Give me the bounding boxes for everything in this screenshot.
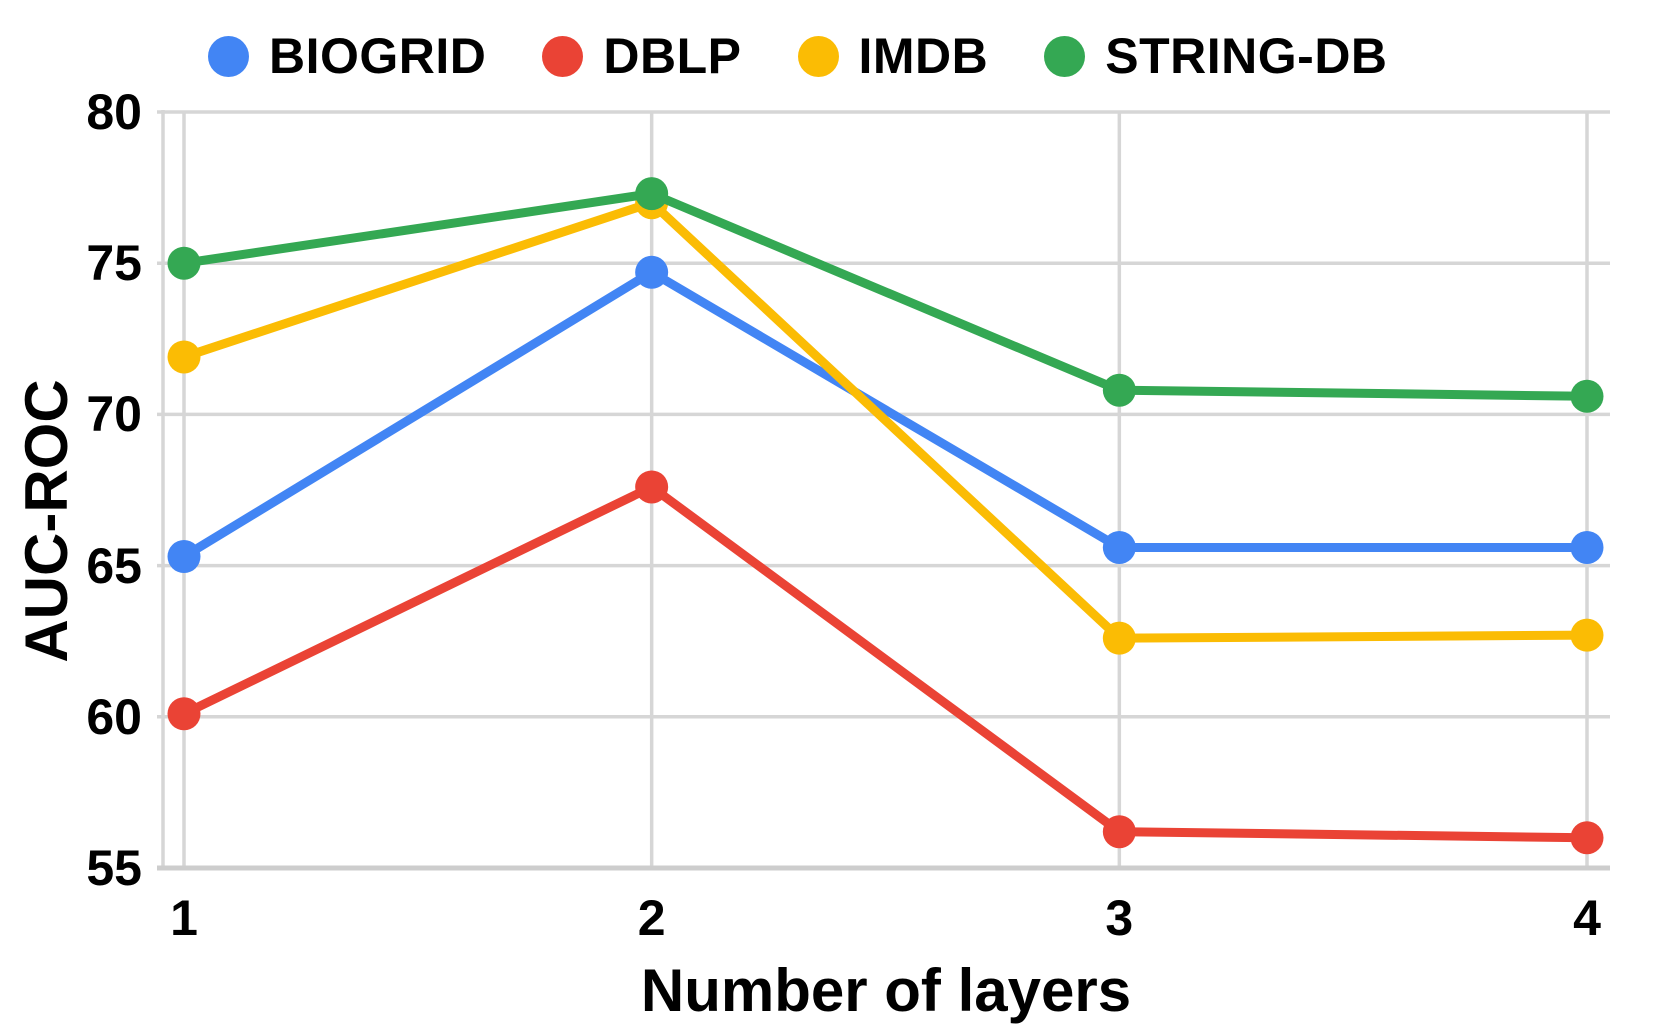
data-point-imdb-x3 [1102,621,1136,655]
y-tick-label-80: 80 [86,84,142,140]
legend-label-biogrid: BIOGRID [269,28,487,84]
x-axis-title: Number of layers [640,957,1132,1024]
data-point-biogrid-x3 [1102,530,1136,564]
data-point-string-db-x4 [1570,379,1604,413]
legend-label-dblp: DBLP [603,28,742,84]
legend-swatch-string-db [1044,35,1086,77]
series-line-biogrid [179,267,1592,562]
x-tick-label-2: 2 [637,890,666,946]
legend-swatch-dblp [542,35,584,77]
legend-item-string-db: STRING-DB [1044,20,1387,92]
y-tick-label-75: 75 [86,235,142,292]
y-tick-label-70: 70 [86,386,142,443]
x-tick-label-4: 4 [1573,890,1601,946]
data-point-string-db-x1 [167,246,201,280]
legend-item-imdb: IMDB [797,20,989,92]
series-line-imdb [179,198,1592,643]
series-line-dblp [179,482,1592,843]
data-point-biogrid-x4 [1570,530,1604,564]
data-point-dblp-x1 [167,697,201,731]
legend-item-biogrid: BIOGRID [208,20,486,92]
data-point-string-db-x2 [635,177,669,211]
legend-label-imdb: IMDB [858,28,989,84]
y-tick-label-55: 55 [86,840,142,896]
legend-swatch-biogrid [208,35,249,77]
y-tick-label-65: 65 [86,537,142,594]
y-tick-label-60: 60 [86,688,142,745]
data-point-biogrid-x2 [635,255,669,289]
x-tick-label-1: 1 [170,890,198,946]
data-point-biogrid-x1 [167,540,201,574]
legend-item-dblp: DBLP [542,20,741,92]
data-point-imdb-x1 [167,340,201,374]
data-point-dblp-x2 [635,470,669,504]
x-tick-label-3: 3 [1105,890,1134,946]
data-point-dblp-x3 [1102,815,1136,849]
data-point-string-db-x3 [1102,373,1136,407]
legend-swatch-imdb [797,35,839,77]
y-axis-title: AUC-ROC [13,379,80,663]
data-point-imdb-x4 [1570,618,1604,652]
data-point-dblp-x4 [1570,821,1604,855]
series-line-string-db [179,189,1592,401]
legend: BIOGRID DBLP IMDB STRING-DB [208,20,1388,92]
legend-label-string-db: STRING-DB [1105,28,1388,84]
